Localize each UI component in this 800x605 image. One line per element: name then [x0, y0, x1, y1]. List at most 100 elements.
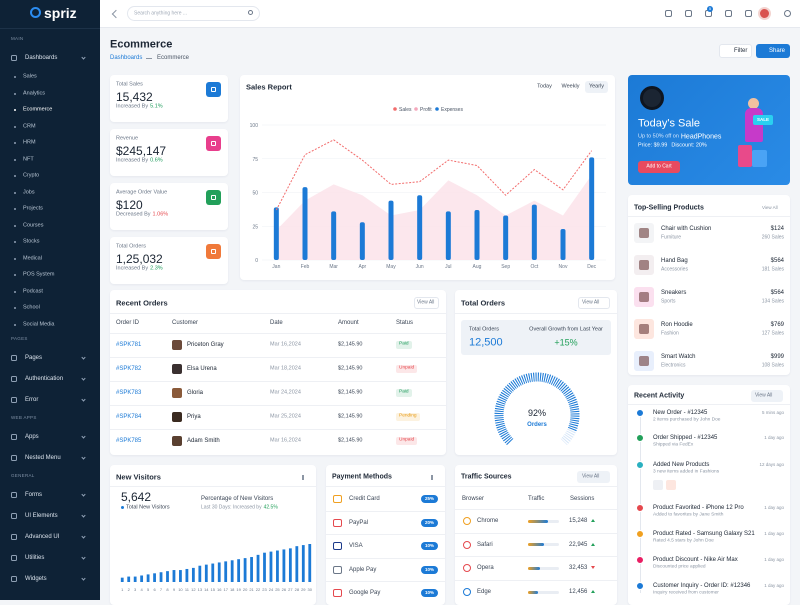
- submenu-dot: [14, 158, 16, 161]
- stat-value: 1,25,032: [116, 252, 163, 266]
- menu-item[interactable]: UI Elements: [25, 512, 58, 519]
- pct-text: Last 30 Days: Increased by: [201, 504, 262, 511]
- order-id[interactable]: #SPK785: [116, 438, 142, 444]
- activity-detail: Added to favorites by Jane Smith: [653, 512, 724, 518]
- view-all-label[interactable]: View All: [417, 299, 435, 306]
- menu-item[interactable]: Apps: [25, 433, 39, 440]
- submenu-item[interactable]: Analytics: [23, 89, 46, 96]
- submenu-dot: [14, 290, 16, 293]
- submenu-item[interactable]: Crypto: [23, 172, 40, 179]
- submenu-item[interactable]: Courses: [23, 221, 44, 228]
- submenu-item[interactable]: Medical: [23, 254, 42, 261]
- order-id[interactable]: #SPK783: [116, 390, 142, 396]
- search-box[interactable]: [127, 6, 260, 21]
- submenu-item[interactable]: HRM: [23, 139, 36, 146]
- view-all-button[interactable]: [751, 390, 783, 402]
- submenu-item[interactable]: Podcast: [23, 287, 43, 294]
- card-title: Top-Selling Products: [634, 204, 704, 212]
- submenu-item[interactable]: Sales: [23, 73, 37, 80]
- submenu-dot: [14, 307, 16, 309]
- add-to-cart-button[interactable]: [638, 161, 680, 173]
- card-divider: [628, 216, 790, 217]
- more-menu[interactable]: [431, 475, 433, 480]
- submenu-item[interactable]: Ecommerce: [23, 106, 53, 113]
- submenu-item[interactable]: CRM: [23, 122, 36, 129]
- order-id[interactable]: #SPK784: [116, 414, 142, 420]
- submenu-item[interactable]: Jobs: [23, 188, 35, 195]
- submenu-item[interactable]: School: [23, 304, 40, 311]
- order-id[interactable]: #SPK782: [116, 366, 142, 372]
- menu-item[interactable]: Utilities: [25, 554, 45, 561]
- chevron: [81, 554, 86, 560]
- view-all-label[interactable]: View All: [582, 473, 600, 480]
- order-status: Paid: [399, 341, 409, 347]
- add-to-cart-label[interactable]: Add to Cart: [646, 163, 672, 170]
- payment-name: PayPal: [349, 519, 369, 526]
- chevron: [81, 454, 86, 460]
- order-date: Mar 25,2024: [270, 413, 301, 420]
- customer-name: Priya: [187, 414, 201, 420]
- share-badge: [421, 495, 438, 503]
- submenu-item[interactable]: Stocks: [23, 238, 40, 245]
- menu-item[interactable]: Pages: [25, 354, 43, 361]
- header-icon[interactable]: [685, 10, 692, 17]
- share-label[interactable]: Share: [769, 48, 786, 54]
- settings-icon[interactable]: [784, 10, 791, 17]
- stat-icon: [206, 244, 221, 259]
- filter-button[interactable]: [719, 44, 752, 58]
- trend-arrow: [591, 519, 595, 522]
- menu-icon: [11, 575, 17, 582]
- menu-item[interactable]: Error: [25, 396, 39, 403]
- submenu-item[interactable]: POS System: [23, 271, 55, 278]
- view-all-link[interactable]: View All: [762, 204, 778, 210]
- submenu-item[interactable]: Projects: [23, 205, 43, 212]
- menu-item[interactable]: Dashboards: [25, 55, 58, 61]
- notification-badge: [707, 6, 713, 12]
- view-all-button[interactable]: [578, 297, 610, 309]
- pct-value: 42.5%: [263, 504, 278, 511]
- menu-icon: [11, 512, 17, 519]
- avatar[interactable]: [758, 7, 771, 20]
- menu-item[interactable]: Nested Menu: [25, 454, 61, 461]
- row-divider: [110, 405, 446, 406]
- share-button[interactable]: [756, 44, 790, 58]
- activity-time: 12 days ago: [759, 461, 784, 467]
- card-divider: [455, 313, 617, 314]
- view-all-label[interactable]: View All: [582, 299, 600, 306]
- breadcrumb-link[interactable]: Dashboards: [110, 55, 143, 61]
- submenu-item[interactable]: NFT: [23, 155, 34, 162]
- stat-value: $120: [116, 198, 143, 212]
- header-icon[interactable]: [725, 10, 732, 17]
- view-all-button[interactable]: [414, 297, 439, 309]
- order-id[interactable]: #SPK781: [116, 342, 142, 348]
- trend-arrow: [591, 590, 595, 594]
- tab-label[interactable]: Yearly: [588, 83, 605, 90]
- filter-label[interactable]: Filter: [734, 48, 748, 54]
- tab-label[interactable]: Weekly: [561, 83, 580, 90]
- browser-name: Edge: [477, 589, 492, 596]
- browser-name: Safari: [477, 541, 493, 548]
- sidebar-section-title: PAGES: [11, 335, 28, 341]
- menu-item[interactable]: Authentication: [25, 375, 64, 382]
- tab[interactable]: [585, 81, 608, 93]
- menu-icon: [11, 396, 17, 403]
- collapse-icon[interactable]: [111, 9, 121, 19]
- submenu-item[interactable]: Social Media: [23, 320, 55, 327]
- more-menu[interactable]: [302, 475, 304, 480]
- order-amount: $2,145.90: [338, 437, 363, 444]
- tab-label[interactable]: Today: [537, 83, 552, 90]
- menu-item[interactable]: Advanced UI: [25, 533, 60, 540]
- product-thumb-inner: [639, 324, 649, 334]
- submenu-dot: [14, 224, 16, 227]
- stat-trend: 1.06%: [152, 211, 169, 218]
- header-icon[interactable]: [665, 10, 672, 17]
- menu-item[interactable]: Widgets: [25, 575, 47, 582]
- product-category: Furniture: [661, 234, 682, 241]
- order-amount: $2,145.90: [338, 365, 363, 372]
- view-all-label[interactable]: View All: [755, 392, 773, 399]
- product-thumb-inner: [639, 260, 649, 270]
- view-all-button[interactable]: [577, 471, 610, 483]
- payment-name: Credit Card: [349, 496, 380, 502]
- menu-item[interactable]: Forms: [25, 491, 42, 498]
- header-icon[interactable]: [745, 10, 752, 17]
